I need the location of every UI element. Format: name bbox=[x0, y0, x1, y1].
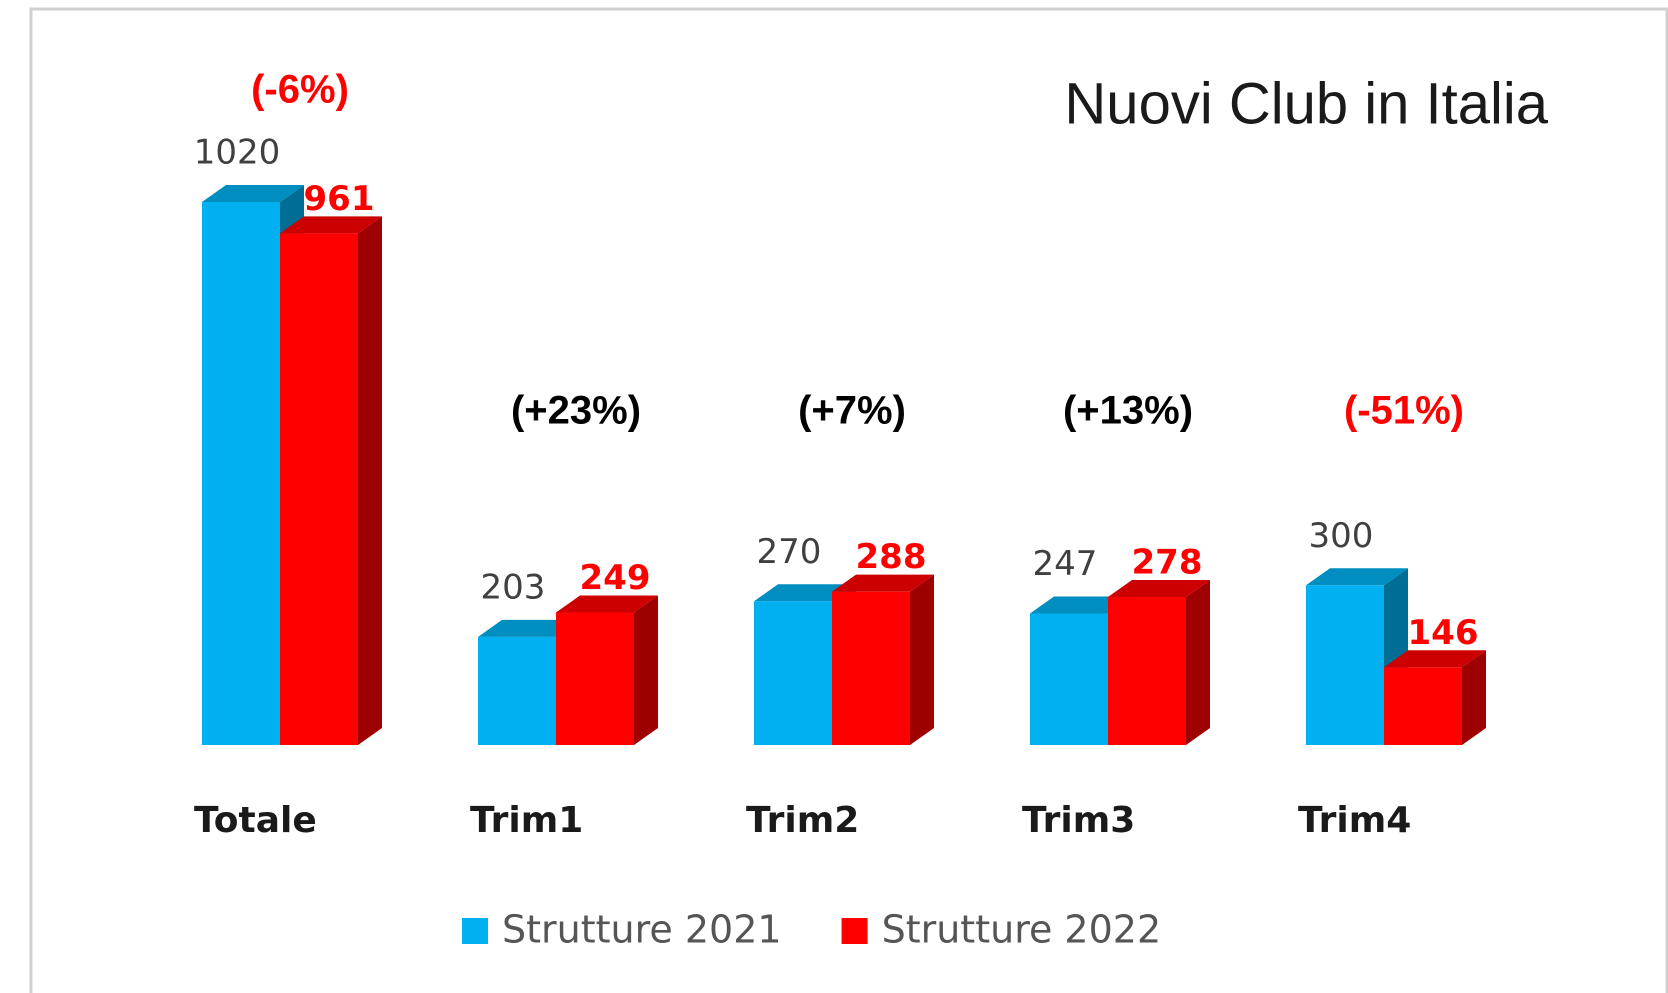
bar-top bbox=[556, 595, 658, 613]
value-label: 146 bbox=[1408, 613, 1479, 653]
bar-side bbox=[910, 574, 934, 745]
bar-top bbox=[1306, 568, 1408, 586]
x-tick-label: Trim3 bbox=[1022, 800, 1135, 841]
legend-label: Strutture 2021 bbox=[502, 908, 782, 952]
value-label: 247 bbox=[1033, 544, 1098, 584]
bar-top bbox=[202, 185, 304, 202]
legend-swatch bbox=[462, 918, 488, 944]
bar bbox=[556, 612, 634, 745]
legend-label: Strutture 2022 bbox=[882, 908, 1162, 952]
value-label: 203 bbox=[481, 567, 546, 607]
annotation: (+13%) bbox=[1063, 389, 1193, 433]
annotation: (-6%) bbox=[251, 68, 349, 112]
bar-top bbox=[1030, 596, 1132, 614]
bar-top bbox=[1108, 580, 1210, 598]
bar bbox=[754, 601, 832, 745]
bar bbox=[1108, 597, 1186, 745]
bar-top bbox=[280, 216, 382, 234]
x-tick-label: Trim1 bbox=[470, 800, 583, 841]
annotation: (-51%) bbox=[1344, 389, 1464, 433]
bar-side bbox=[1462, 650, 1486, 745]
value-label: 278 bbox=[1132, 543, 1203, 583]
value-label: 961 bbox=[304, 179, 375, 219]
annotation: (+23%) bbox=[511, 389, 641, 433]
bar-top bbox=[754, 584, 856, 602]
bar-side bbox=[634, 595, 658, 745]
bar bbox=[280, 233, 358, 746]
bar bbox=[1384, 667, 1462, 745]
bar bbox=[1030, 613, 1108, 745]
bar bbox=[478, 636, 556, 745]
x-tick-label: Trim4 bbox=[1298, 800, 1411, 841]
value-label: 288 bbox=[856, 537, 927, 577]
value-label: 300 bbox=[1309, 516, 1374, 556]
chart-title: Nuovi Club in Italia bbox=[1064, 71, 1548, 136]
annotation: (+7%) bbox=[798, 389, 906, 433]
bar-side bbox=[1186, 580, 1210, 745]
x-tick-label: Totale bbox=[194, 800, 317, 841]
bar-side bbox=[358, 216, 382, 746]
value-label: 1020 bbox=[194, 133, 281, 173]
value-label: 270 bbox=[757, 532, 822, 572]
bar-top bbox=[478, 619, 580, 637]
bar bbox=[202, 202, 280, 745]
bar bbox=[832, 591, 910, 745]
bar bbox=[1306, 585, 1384, 745]
legend-swatch bbox=[841, 918, 868, 944]
bar-top bbox=[832, 574, 934, 592]
bar-top bbox=[1384, 650, 1486, 668]
x-tick-label: Trim2 bbox=[746, 800, 859, 841]
value-label: 249 bbox=[580, 558, 651, 598]
